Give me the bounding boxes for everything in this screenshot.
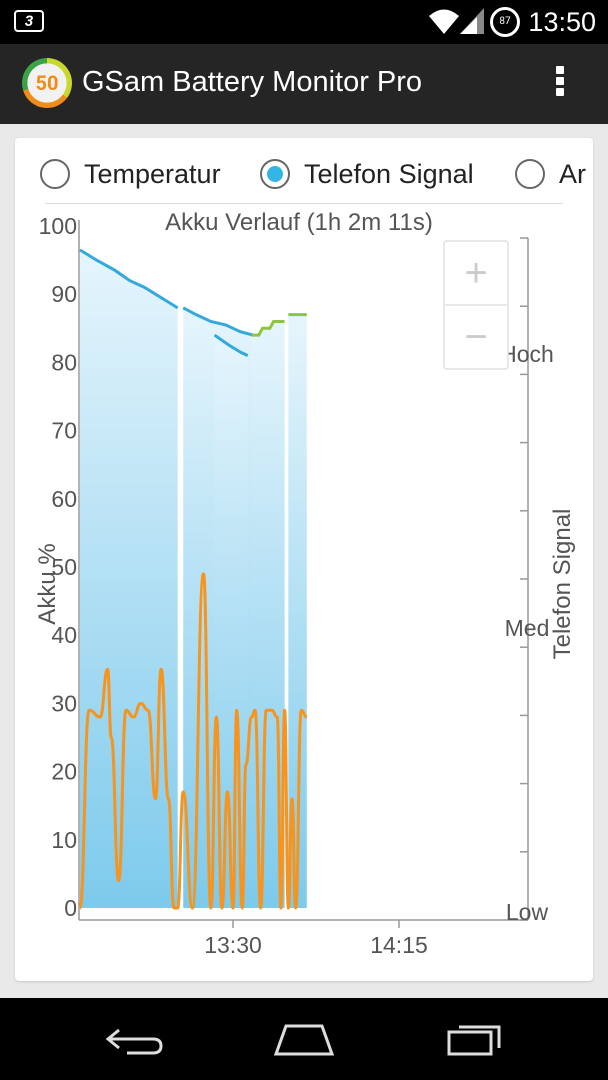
chart-title: Akku Verlauf (1h 2m 11s) bbox=[165, 209, 433, 236]
y-axis-title: Akku % bbox=[34, 543, 61, 624]
y-tick-label: 80 bbox=[51, 349, 77, 375]
battery-line-charging bbox=[251, 319, 285, 337]
telefon-signal-line bbox=[78, 572, 308, 910]
logo-label: 50 bbox=[35, 71, 59, 95]
radio-label: Telefon Signal bbox=[304, 158, 474, 189]
zoom-out-button[interactable]: − bbox=[464, 315, 487, 359]
y-tick-label: 50 bbox=[51, 554, 77, 580]
status-clock: 13:50 bbox=[528, 7, 596, 37]
app-title: GSam Battery Monitor Pro bbox=[82, 66, 423, 98]
graph-type-selector: Temperatur Telefon Signal Ar bbox=[15, 138, 593, 204]
y-tick-label: 20 bbox=[51, 759, 77, 785]
status-bar: 3 87 13:50 bbox=[0, 0, 608, 44]
navigation-bar bbox=[0, 998, 608, 1080]
y-tick-label: 90 bbox=[51, 281, 77, 307]
wifi-icon bbox=[429, 9, 459, 34]
recent-apps-icon[interactable] bbox=[445, 1020, 505, 1058]
carrier-3-icon: 3 bbox=[14, 10, 44, 32]
x-tick-label: 13:30 bbox=[204, 932, 262, 958]
battery-area-fill bbox=[288, 314, 307, 908]
y-tick-label: 10 bbox=[51, 827, 77, 853]
y-tick-label: 100 bbox=[39, 213, 77, 239]
chart-card: Temperatur Telefon Signal Ar Akku Verlau… bbox=[15, 138, 593, 981]
y-tick-label: 0 bbox=[64, 895, 77, 921]
home-icon[interactable] bbox=[272, 1022, 336, 1056]
action-bar: 50 GSam Battery Monitor Pro bbox=[0, 44, 608, 124]
overflow-menu-icon[interactable] bbox=[550, 64, 570, 104]
y-tick-label: 70 bbox=[51, 418, 77, 444]
y2-axis-title: Telefon Signal bbox=[549, 509, 576, 660]
app-logo-icon[interactable]: 50 bbox=[22, 58, 72, 108]
zoom-in-button[interactable]: + bbox=[464, 251, 487, 295]
battery-icon: 87 bbox=[490, 7, 520, 37]
back-icon[interactable] bbox=[105, 1024, 165, 1056]
battery-area-fill bbox=[79, 249, 178, 908]
x-tick-label: 14:15 bbox=[370, 932, 428, 958]
y2-tick-label: Med bbox=[505, 615, 550, 641]
radio-label: Temperatur bbox=[84, 158, 221, 189]
cell-signal-icon bbox=[460, 8, 484, 34]
y2-tick-label: Hoch bbox=[500, 341, 554, 367]
battery-line-discharging bbox=[182, 306, 254, 337]
radio-button-icon[interactable] bbox=[515, 159, 545, 189]
battery-level: 87 bbox=[499, 16, 511, 27]
battery-line-discharging bbox=[213, 333, 249, 357]
radio-button-icon[interactable] bbox=[40, 159, 70, 189]
battery-line-discharging bbox=[79, 248, 179, 310]
divider bbox=[45, 203, 563, 204]
radio-label: Ar bbox=[559, 158, 586, 189]
y-tick-label: 30 bbox=[51, 690, 77, 716]
battery-area-fill bbox=[251, 321, 285, 908]
y-tick-label: 60 bbox=[51, 486, 77, 512]
radio-temperatur[interactable]: Temperatur bbox=[40, 154, 221, 194]
radio-button-selected-icon[interactable] bbox=[260, 159, 290, 189]
radio-third-option[interactable]: Ar bbox=[515, 154, 586, 194]
y2-tick-label: Low bbox=[506, 899, 549, 925]
radio-telefon-signal[interactable]: Telefon Signal bbox=[260, 154, 474, 194]
battery-history-chart[interactable]: Akku Verlauf (1h 2m 11s) 0 10 20 30 40 50 60 70 8… bbox=[15, 138, 593, 981]
y-tick-label: 40 bbox=[51, 622, 77, 648]
